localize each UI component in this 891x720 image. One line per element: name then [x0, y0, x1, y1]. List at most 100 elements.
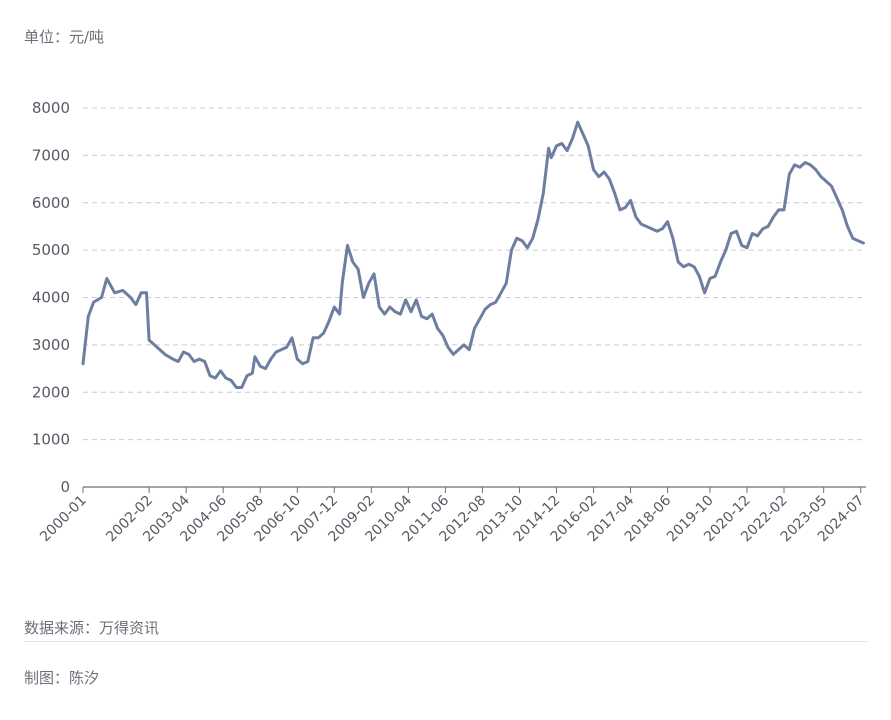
data-point	[677, 261, 680, 263]
data-point	[389, 306, 391, 308]
data-point	[473, 327, 476, 330]
data-point	[140, 291, 143, 294]
data-point	[587, 145, 590, 147]
data-point	[322, 332, 325, 334]
data-point	[724, 249, 727, 252]
data-point	[672, 237, 674, 240]
data-point	[714, 275, 717, 278]
data-point	[172, 358, 174, 360]
footer-divider	[24, 641, 868, 642]
y-tick-label: 3000	[32, 336, 70, 354]
data-point	[687, 263, 690, 266]
data-point	[624, 206, 627, 209]
y-tick-label: 7000	[32, 146, 70, 164]
data-point	[645, 225, 648, 228]
data-point	[269, 358, 272, 360]
data-point	[87, 315, 90, 318]
data-point	[661, 227, 664, 230]
data-point	[560, 142, 563, 145]
data-point	[463, 344, 465, 346]
unit-label: 单位：元/吨	[24, 28, 105, 46]
data-point	[346, 244, 349, 247]
data-point	[719, 261, 722, 263]
gridlines	[83, 107, 866, 441]
data-point	[703, 291, 706, 294]
data-point	[436, 327, 439, 330]
data-point	[275, 351, 277, 353]
data-point	[280, 348, 283, 351]
data-point	[457, 348, 460, 351]
data-point	[156, 346, 159, 349]
data-point	[246, 374, 248, 377]
data-point	[640, 223, 643, 226]
data-point	[306, 360, 309, 363]
data-point	[367, 282, 370, 285]
data-point	[203, 360, 206, 363]
data-point	[783, 209, 785, 211]
data-point	[756, 235, 759, 237]
data-point	[526, 246, 529, 249]
data-point	[254, 355, 256, 358]
data-point	[373, 272, 375, 275]
data-point	[333, 306, 336, 308]
data-point	[164, 353, 166, 356]
data-point	[394, 310, 396, 313]
data-point	[431, 313, 434, 315]
data-point	[603, 171, 605, 173]
data-point	[788, 173, 791, 176]
x-tick-label: 2000-01	[37, 493, 90, 546]
data-point	[291, 336, 293, 339]
data-point	[145, 291, 148, 294]
data-source-note: 数据来源：万得资讯	[24, 619, 160, 637]
data-point	[426, 317, 428, 320]
data-point	[629, 199, 632, 202]
y-tick-label: 2000	[32, 383, 70, 401]
data-point	[420, 315, 423, 318]
data-point	[613, 192, 616, 195]
y-tick-label: 6000	[32, 194, 70, 212]
data-point	[177, 360, 180, 363]
data-point	[730, 232, 732, 235]
data-point	[209, 374, 211, 377]
y-tick-label: 1000	[32, 431, 70, 449]
data-point	[515, 237, 518, 240]
data-point	[341, 282, 344, 285]
data-point	[489, 303, 492, 306]
data-point	[113, 291, 116, 294]
data-point	[447, 346, 449, 349]
y-axis-ticks: 0 1000 2000 3000 4000 5000 6000 7000 8000	[32, 99, 70, 496]
data-point	[135, 303, 137, 306]
data-point	[799, 166, 801, 169]
data-point	[478, 317, 481, 320]
data-point	[468, 348, 471, 351]
data-point	[338, 313, 341, 315]
data-point	[542, 192, 545, 195]
data-point	[761, 227, 764, 230]
data-point	[740, 244, 743, 247]
data-point	[187, 353, 190, 356]
data-point	[597, 175, 600, 178]
data-point	[484, 308, 486, 311]
data-point	[682, 265, 685, 268]
data-point	[494, 301, 497, 304]
data-point	[793, 164, 796, 166]
data-point	[635, 216, 637, 218]
data-point	[582, 133, 584, 136]
data-point	[830, 185, 833, 188]
data-point	[301, 362, 304, 365]
data-point	[285, 346, 288, 349]
data-point	[851, 237, 854, 240]
data-point	[777, 209, 780, 211]
data-point	[608, 178, 611, 181]
data-point	[100, 296, 103, 299]
data-point	[404, 299, 407, 301]
series-line	[81, 120, 865, 389]
y-tick-label: 8000	[32, 99, 70, 117]
data-point	[767, 225, 769, 228]
data-point	[129, 296, 132, 299]
data-point	[804, 161, 807, 164]
data-point	[650, 227, 653, 230]
data-point	[841, 209, 844, 211]
x-axis: 2000-01 2002-022003-042004-062005-082006-…	[37, 486, 868, 546]
